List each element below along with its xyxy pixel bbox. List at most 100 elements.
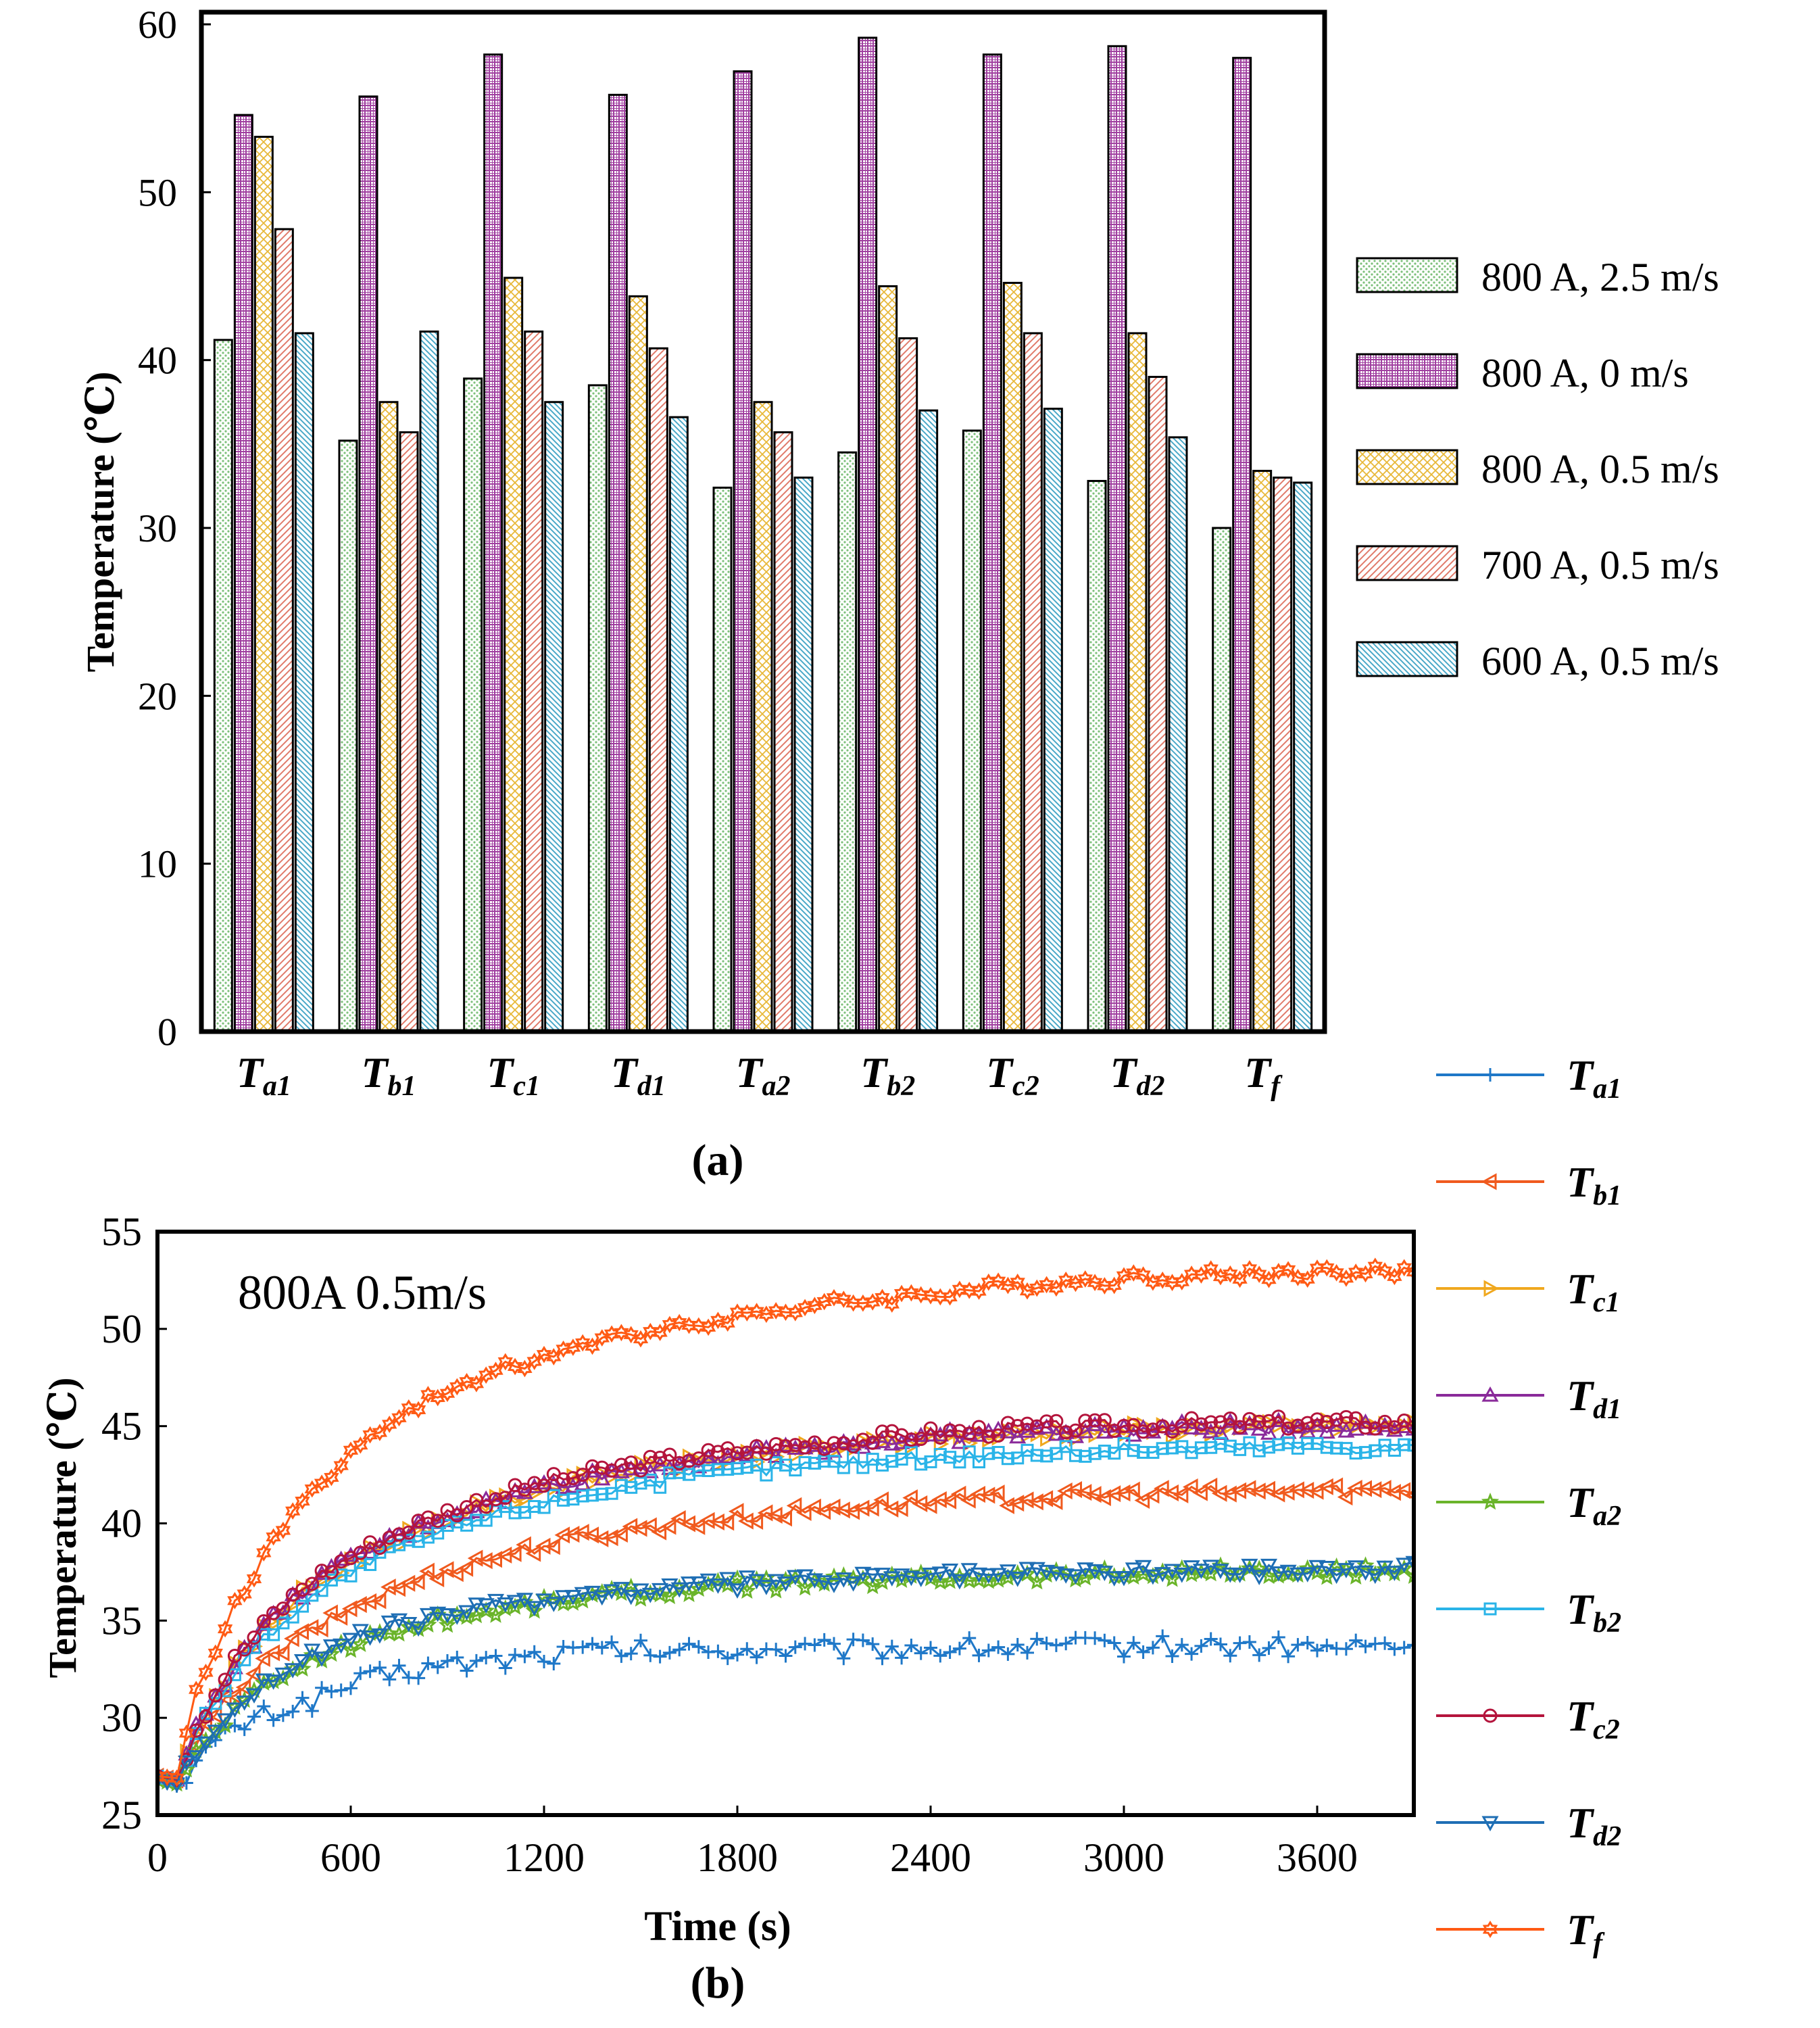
data-point bbox=[981, 1643, 995, 1658]
bar bbox=[419, 330, 439, 1033]
data-point bbox=[1037, 1490, 1054, 1507]
bar bbox=[1293, 481, 1313, 1033]
data-point bbox=[411, 1514, 426, 1528]
data-point bbox=[1098, 1445, 1111, 1458]
data-point bbox=[1039, 1276, 1054, 1294]
data-point bbox=[237, 1722, 251, 1737]
data-point bbox=[1339, 1642, 1353, 1656]
data-point bbox=[895, 1651, 909, 1665]
data-point bbox=[247, 1710, 261, 1724]
data-point bbox=[962, 1426, 977, 1441]
data-point bbox=[856, 1633, 870, 1647]
data-point bbox=[924, 1641, 937, 1655]
series-Tc2 bbox=[157, 1409, 1414, 1787]
data-point bbox=[1125, 1562, 1142, 1578]
y-tick-label: 40 bbox=[101, 1501, 142, 1546]
data-point bbox=[564, 1477, 582, 1493]
data-point bbox=[672, 1313, 687, 1332]
legend-swatch bbox=[1356, 641, 1458, 677]
legend-label: 800 A, 0.5 m/s bbox=[1481, 447, 1719, 491]
data-point bbox=[585, 1459, 599, 1474]
data-point bbox=[237, 1585, 252, 1603]
data-point bbox=[402, 1533, 416, 1547]
data-point bbox=[295, 1492, 310, 1510]
data-point bbox=[334, 1683, 348, 1697]
data-point bbox=[1300, 1270, 1315, 1288]
x-tick-label: Td1 bbox=[611, 1048, 666, 1102]
data-point bbox=[537, 1478, 551, 1493]
data-point bbox=[401, 1399, 416, 1417]
data-point bbox=[1308, 1482, 1324, 1500]
data-point bbox=[691, 1451, 706, 1466]
data-point bbox=[816, 1444, 833, 1460]
data-point bbox=[662, 1447, 677, 1462]
y-tick-label: 35 bbox=[101, 1598, 142, 1643]
data-point bbox=[1367, 1568, 1384, 1585]
data-point bbox=[1407, 1414, 1414, 1431]
data-point bbox=[866, 1637, 880, 1651]
data-point bbox=[798, 1637, 812, 1651]
data-point bbox=[624, 1480, 638, 1494]
data-point bbox=[1405, 1420, 1414, 1436]
data-point bbox=[1194, 1441, 1208, 1455]
data-point bbox=[468, 1503, 485, 1518]
data-point bbox=[1397, 1414, 1412, 1428]
data-point bbox=[1077, 1270, 1093, 1288]
data-point bbox=[216, 1716, 235, 1734]
legend-swatch bbox=[1356, 257, 1458, 293]
data-point bbox=[469, 1493, 484, 1507]
bar bbox=[1107, 45, 1127, 1033]
data-point bbox=[1243, 1436, 1256, 1449]
y-axis-title: Temperature (℃) bbox=[78, 372, 122, 673]
data-point bbox=[950, 1485, 966, 1503]
data-point bbox=[419, 1562, 435, 1580]
data-point bbox=[614, 1649, 629, 1663]
data-point bbox=[527, 1476, 542, 1491]
data-point bbox=[999, 1423, 1016, 1439]
data-point bbox=[682, 1453, 696, 1468]
data-point bbox=[1049, 1638, 1063, 1652]
series-Ta1 bbox=[157, 1629, 1414, 1793]
data-point bbox=[1028, 1562, 1046, 1578]
data-point bbox=[390, 1580, 405, 1597]
data-point bbox=[1058, 1425, 1073, 1440]
data-point bbox=[1232, 1270, 1248, 1288]
data-point bbox=[1156, 1629, 1170, 1643]
bar bbox=[858, 37, 878, 1033]
data-point bbox=[227, 1648, 242, 1663]
data-point bbox=[286, 1610, 299, 1624]
data-point bbox=[1272, 1438, 1285, 1451]
data-point bbox=[670, 1510, 686, 1528]
data-point bbox=[653, 1649, 667, 1664]
y-tick-label: 30 bbox=[101, 1695, 142, 1740]
data-point bbox=[1028, 1419, 1046, 1435]
data-point bbox=[518, 1649, 532, 1664]
y-tick-label: 50 bbox=[101, 1307, 142, 1351]
data-point bbox=[1117, 1649, 1131, 1664]
x-tick-label: Tb1 bbox=[361, 1048, 416, 1102]
data-point bbox=[643, 1648, 658, 1662]
data-point bbox=[276, 1601, 291, 1616]
x-tick-label: 1800 bbox=[697, 1835, 778, 1880]
data-point bbox=[574, 1475, 591, 1491]
series-Tf bbox=[157, 1257, 1414, 1787]
data-point bbox=[1049, 1414, 1064, 1428]
data-point bbox=[680, 1576, 698, 1592]
data-point bbox=[477, 1601, 495, 1619]
data-point bbox=[953, 1455, 966, 1469]
data-point bbox=[670, 1582, 688, 1598]
data-point bbox=[864, 1576, 882, 1595]
data-point bbox=[441, 1654, 454, 1668]
data-point bbox=[1010, 1273, 1025, 1291]
data-point bbox=[1280, 1261, 1296, 1279]
data-point bbox=[497, 1597, 514, 1613]
data-point bbox=[1310, 1412, 1325, 1427]
data-point bbox=[1115, 1570, 1133, 1587]
legend-label: Ta2 bbox=[1567, 1478, 1621, 1532]
bar bbox=[1043, 408, 1063, 1033]
data-point bbox=[573, 1591, 592, 1609]
data-point bbox=[1260, 1480, 1275, 1498]
data-point bbox=[1185, 1647, 1199, 1661]
data-point bbox=[875, 1651, 889, 1666]
data-point bbox=[827, 1436, 841, 1451]
